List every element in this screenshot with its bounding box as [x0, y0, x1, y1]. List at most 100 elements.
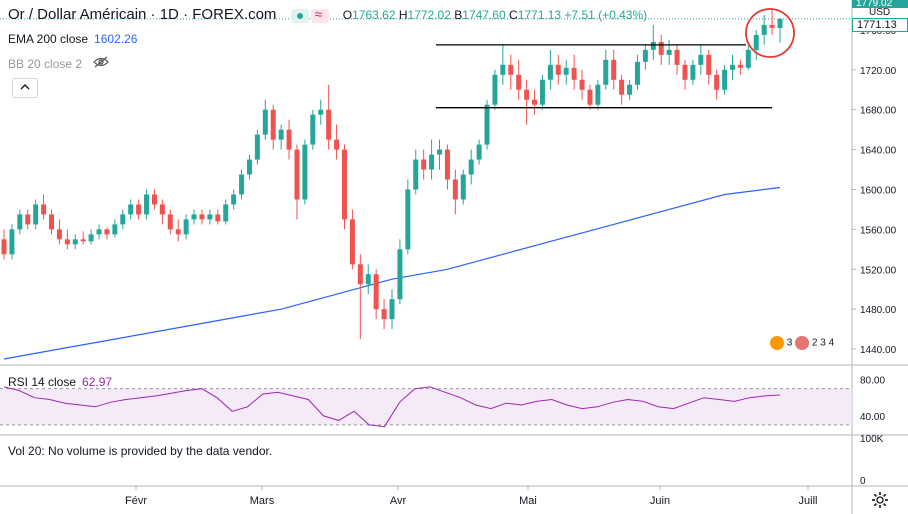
candle — [56, 219, 62, 245]
candle-body — [41, 204, 47, 215]
candle — [9, 224, 15, 260]
volume-tick-label: 100K — [860, 434, 884, 445]
candle — [714, 69, 720, 100]
candle-body — [397, 249, 403, 300]
candle-body — [326, 109, 332, 140]
candle-body — [444, 149, 450, 180]
candle — [365, 264, 371, 295]
candle-body — [603, 59, 609, 85]
highlight-circle — [745, 8, 795, 58]
candle — [128, 199, 134, 220]
candle — [682, 59, 688, 90]
candle-body — [207, 214, 213, 220]
rsi-label: RSI 14 close — [8, 375, 77, 389]
time-tick-label: Juill — [799, 495, 818, 507]
volume-legend[interactable]: Vol 20: No volume is provided by the dat… — [8, 444, 272, 458]
candle-body — [492, 74, 498, 105]
candle-body — [769, 24, 775, 28]
candle-body — [745, 49, 751, 68]
candle — [270, 104, 276, 150]
price-tick-label: 1480.00 — [860, 305, 897, 316]
symbol-name[interactable]: Or / Dollar Américain — [8, 6, 147, 23]
candle — [595, 79, 601, 110]
candle — [25, 209, 31, 230]
price-tick-label: 1720.00 — [860, 66, 897, 77]
delayed-data-icon[interactable] — [310, 6, 329, 23]
separator: · — [183, 6, 193, 23]
interval[interactable]: 1D — [159, 6, 179, 23]
close-value: 1771.13 — [517, 8, 562, 22]
event-flag-icon[interactable] — [795, 336, 810, 350]
candle-body — [64, 239, 70, 245]
event-count: 3 — [786, 337, 793, 349]
candle — [539, 74, 545, 110]
candle-body — [167, 214, 173, 230]
candle-body — [532, 99, 538, 105]
candle-body — [231, 194, 237, 205]
candle — [151, 189, 157, 210]
candle — [476, 139, 482, 165]
candle-body — [611, 59, 617, 80]
candle-body — [729, 64, 735, 70]
rsi-legend[interactable]: RSI 14 close 62.97 — [8, 375, 112, 389]
candle — [555, 54, 561, 85]
candle-body — [215, 214, 221, 222]
candle-body — [254, 134, 260, 160]
candle — [41, 194, 47, 220]
candles — [0, 9, 852, 340]
candle — [579, 69, 585, 100]
chart-title-row: Or / Dollar Américain · 1D · FOREX.com O… — [8, 6, 647, 24]
candle — [571, 54, 577, 90]
candle — [468, 149, 474, 185]
candle — [96, 224, 102, 240]
time-tick-label: Févr — [125, 495, 147, 507]
candle-body — [128, 204, 134, 215]
candle — [381, 299, 387, 330]
us-flag-icon[interactable] — [770, 336, 784, 350]
candle — [104, 227, 110, 240]
candle — [318, 99, 324, 125]
candle — [452, 169, 458, 215]
currency-label[interactable]: USD — [869, 7, 891, 18]
candle — [373, 269, 379, 320]
market-open-icon[interactable] — [290, 8, 309, 23]
collapse-legend-button[interactable] — [12, 78, 38, 98]
candle — [611, 49, 617, 90]
event-count: 4 — [828, 337, 835, 349]
candle — [17, 209, 23, 235]
candle-body — [539, 79, 545, 105]
candle-body — [674, 49, 680, 65]
candle — [634, 54, 640, 90]
candle — [587, 84, 593, 110]
candle-body — [357, 264, 363, 285]
candle — [729, 54, 735, 80]
candle — [215, 209, 221, 225]
eye-hidden-icon[interactable] — [93, 56, 110, 71]
candle-body — [341, 149, 347, 220]
candle-body — [666, 49, 672, 55]
candle-body — [468, 159, 474, 175]
ema-line — [3, 186, 781, 360]
candle — [492, 69, 498, 110]
candle-body — [587, 89, 593, 105]
candle-body — [563, 67, 569, 75]
event-badges[interactable]: 3 2 3 4 — [770, 336, 834, 350]
price-axis-top-tag: 1779.02 — [852, 0, 908, 8]
settings-gear-icon[interactable] — [871, 491, 889, 514]
candle-body — [151, 194, 157, 205]
ema-legend[interactable]: EMA 200 close 1602.26 — [8, 32, 137, 46]
candle — [357, 254, 363, 340]
candle — [642, 44, 648, 70]
candle-body — [698, 54, 704, 65]
candle-body — [262, 109, 268, 135]
candle-body — [429, 154, 435, 170]
candle-body — [571, 67, 577, 80]
candle-body — [476, 144, 482, 160]
candle — [33, 199, 39, 230]
bb-legend[interactable]: BB 20 close 2 — [8, 56, 110, 71]
candle — [286, 119, 292, 160]
candle-body — [365, 274, 371, 285]
candle — [761, 14, 767, 45]
